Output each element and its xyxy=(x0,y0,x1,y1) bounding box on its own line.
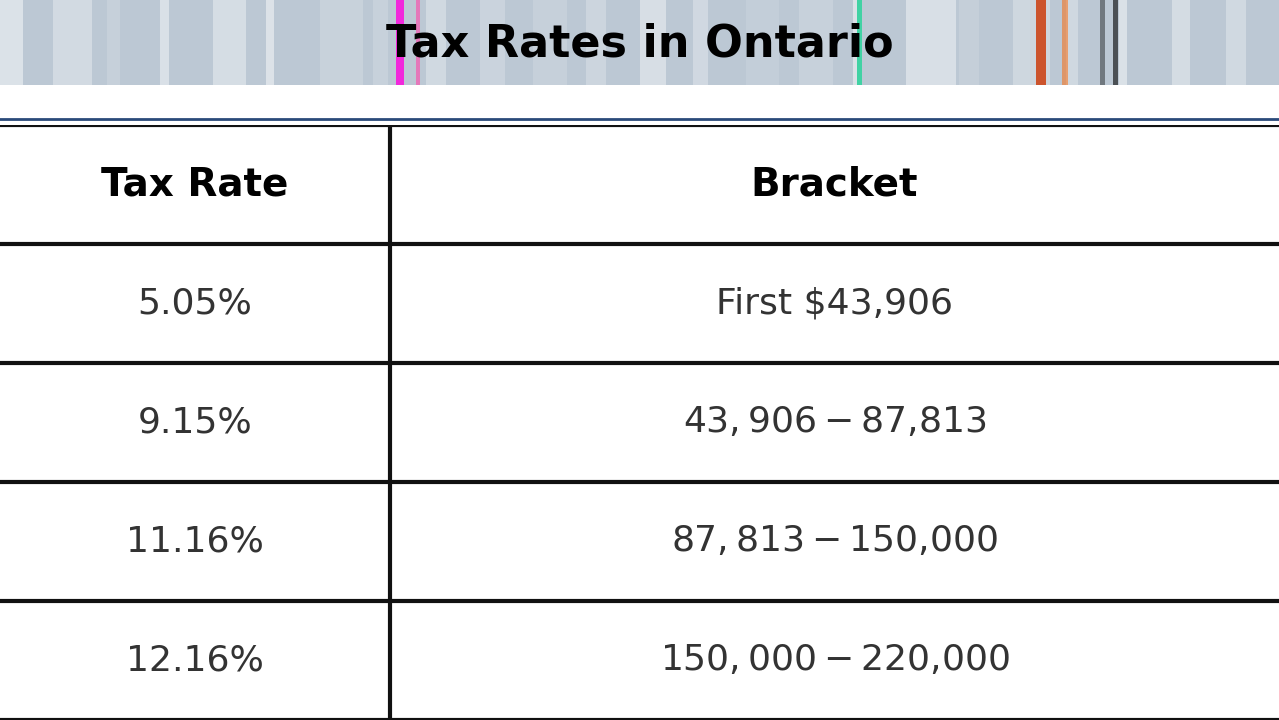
Bar xyxy=(533,0,567,85)
Text: 5.05%: 5.05% xyxy=(138,286,252,320)
Bar xyxy=(426,0,446,85)
Text: Tax Rate: Tax Rate xyxy=(101,165,289,203)
Bar xyxy=(906,0,955,85)
Bar xyxy=(0,243,390,363)
Bar xyxy=(586,0,606,85)
Bar xyxy=(396,0,404,85)
Bar xyxy=(1036,0,1046,85)
Bar xyxy=(54,0,92,85)
Bar xyxy=(1100,0,1105,85)
Bar xyxy=(853,0,862,85)
Bar xyxy=(106,0,120,85)
Bar xyxy=(373,0,388,85)
Bar xyxy=(480,0,505,85)
Bar xyxy=(416,0,420,85)
Text: $43,906 - $87,813: $43,906 - $87,813 xyxy=(683,405,986,439)
Text: $87,813 - $150,000: $87,813 - $150,000 xyxy=(671,524,998,559)
Bar xyxy=(1225,0,1246,85)
Bar xyxy=(320,0,363,85)
Text: 12.16%: 12.16% xyxy=(127,644,263,678)
Bar xyxy=(390,125,1279,243)
Bar xyxy=(1013,0,1050,85)
Bar xyxy=(857,0,862,85)
Bar xyxy=(160,0,169,85)
Text: First $43,906: First $43,906 xyxy=(716,286,953,320)
Bar xyxy=(640,0,666,85)
Bar xyxy=(693,0,709,85)
Bar xyxy=(0,125,390,243)
Text: $150,000 - $220,000: $150,000 - $220,000 xyxy=(660,644,1009,678)
Bar xyxy=(390,243,1279,363)
Bar xyxy=(0,601,390,720)
Bar xyxy=(746,0,779,85)
Bar xyxy=(1173,0,1191,85)
Bar xyxy=(1065,0,1078,85)
Text: Tax Rates in Ontario: Tax Rates in Ontario xyxy=(386,22,893,66)
Bar xyxy=(1062,0,1068,85)
Bar xyxy=(1113,0,1118,85)
Bar xyxy=(799,0,833,85)
Bar xyxy=(1119,0,1127,85)
Text: Bracket: Bracket xyxy=(751,165,918,203)
Bar xyxy=(959,0,980,85)
Bar xyxy=(266,0,274,85)
Bar xyxy=(390,482,1279,601)
Bar xyxy=(390,601,1279,720)
Bar xyxy=(390,363,1279,482)
Bar xyxy=(0,482,390,601)
Bar xyxy=(0,363,390,482)
Bar xyxy=(214,0,247,85)
Bar xyxy=(0,0,23,85)
Text: 11.16%: 11.16% xyxy=(127,524,263,559)
Text: 9.15%: 9.15% xyxy=(138,405,252,439)
